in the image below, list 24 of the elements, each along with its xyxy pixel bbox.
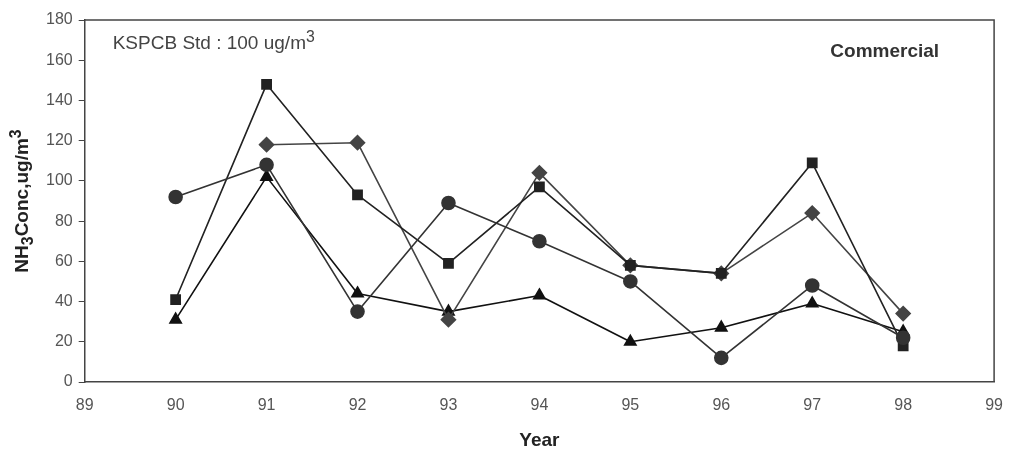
x-tick-label: 95 (621, 396, 640, 414)
y-tick-label: 100 (45, 171, 73, 189)
y-tick-label: 80 (54, 211, 73, 229)
y-tick-label: 180 (45, 10, 73, 28)
x-tick-label: 90 (166, 396, 185, 414)
y-tick-label: 40 (54, 291, 73, 309)
y-tick-label: 120 (45, 131, 73, 149)
x-tick-label: 99 (985, 396, 1004, 414)
y-tick-label: 140 (45, 90, 73, 108)
x-axis-title: Year (519, 428, 561, 450)
x-tick-label: 92 (348, 396, 367, 414)
x-tick-label: 89 (75, 396, 94, 414)
x-tick-label: 94 (530, 396, 549, 414)
y-tick-label: 0 (63, 372, 73, 390)
x-tick-label: 96 (712, 396, 731, 414)
x-tick-label: 97 (803, 396, 822, 414)
y-tick-label: 60 (54, 251, 73, 269)
y-tick-label: 160 (45, 50, 73, 68)
x-tick-label: 93 (439, 396, 458, 414)
annotation: KSPCB Std : 100 ug/m$^{3}$ (112, 28, 315, 55)
x-tick-label: 98 (894, 396, 913, 414)
x-tick-label: 91 (257, 396, 276, 414)
annotation: Commercial (830, 40, 940, 62)
y-tick-label: 20 (54, 332, 73, 350)
